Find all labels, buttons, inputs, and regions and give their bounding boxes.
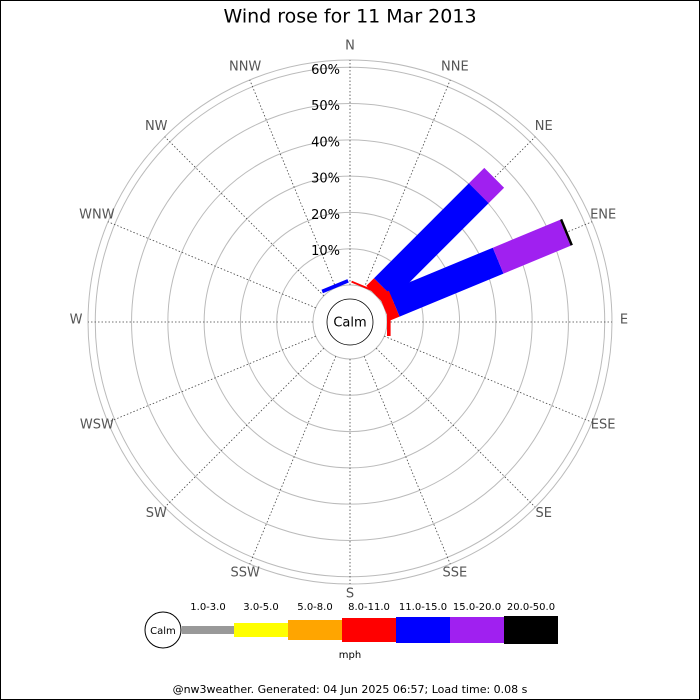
wind-bar bbox=[492, 219, 571, 274]
wind-bar bbox=[321, 279, 349, 294]
grid-ring bbox=[239, 211, 461, 433]
legend-label: 3.0-5.0 bbox=[243, 602, 278, 613]
spoke bbox=[249, 356, 337, 565]
direction-label: ESE bbox=[591, 417, 616, 432]
spoke bbox=[164, 136, 325, 297]
calm-label: Calm bbox=[333, 316, 366, 331]
direction-label: ENE bbox=[590, 208, 616, 223]
direction-label: SW bbox=[146, 506, 167, 521]
direction-label: SSE bbox=[442, 566, 467, 581]
wind-bar bbox=[468, 167, 505, 204]
grid-ring bbox=[167, 139, 533, 505]
legend-swatch bbox=[450, 617, 504, 643]
legend-swatch bbox=[504, 616, 558, 644]
y-tick-label: 30% bbox=[311, 172, 340, 187]
legend-label: 1.0-3.0 bbox=[190, 602, 225, 613]
direction-label: N bbox=[345, 39, 355, 54]
units: mph bbox=[339, 650, 361, 661]
spoke bbox=[363, 79, 451, 288]
y-tick-label: 40% bbox=[311, 135, 340, 150]
direction-label: WSW bbox=[80, 417, 114, 432]
wind-bar bbox=[559, 218, 573, 246]
legend-swatch bbox=[288, 620, 342, 640]
spoke bbox=[107, 335, 316, 423]
legend-label: 20.0-50.0 bbox=[507, 602, 555, 613]
direction-label: S bbox=[346, 587, 354, 602]
direction-label: NNE bbox=[441, 59, 469, 74]
legend-label: 5.0-8.0 bbox=[297, 602, 332, 613]
direction-label: NW bbox=[145, 119, 168, 134]
wind-bar bbox=[378, 290, 400, 321]
spoke bbox=[384, 335, 593, 423]
legend-swatch bbox=[182, 626, 234, 634]
spoke bbox=[363, 356, 451, 565]
plot: N NNE NE ENE E ESE SE SSE S SSW SW WSW W WNW NW NNW 10% 2… bbox=[70, 39, 628, 649]
spoke bbox=[375, 347, 536, 508]
y-tick-label: 20% bbox=[311, 208, 340, 223]
legend-swatch bbox=[342, 618, 396, 642]
y-tick-label: 50% bbox=[311, 99, 340, 114]
direction-label: NE bbox=[535, 119, 553, 134]
legend-swatch bbox=[234, 623, 288, 637]
spoke bbox=[107, 221, 316, 309]
chart-title: Wind rose for 11 Mar 2013 bbox=[223, 6, 476, 28]
legend-label: 15.0-20.0 bbox=[453, 602, 501, 613]
legend-calm bbox=[144, 611, 182, 649]
y-tick-label: 10% bbox=[311, 244, 340, 259]
legend-label: 11.0-15.0 bbox=[399, 602, 447, 613]
calm-circle bbox=[326, 298, 374, 346]
wind-bar bbox=[388, 247, 504, 317]
y-tick-label: 60% bbox=[311, 63, 340, 78]
grid-ring bbox=[131, 103, 569, 541]
spoke bbox=[164, 347, 325, 508]
legend: Calm 1.0-3.0 3.0-5.0 5.0-8.0 8.0-11.0 11.0-15… bbox=[144, 602, 558, 649]
direction-label: NNW bbox=[229, 59, 261, 74]
legend-calm-label: Calm bbox=[150, 626, 176, 637]
wind-bar bbox=[387, 308, 391, 336]
direction-label: E bbox=[620, 313, 628, 328]
spoke bbox=[249, 79, 337, 288]
direction-label: WNW bbox=[79, 208, 115, 223]
direction-label: SE bbox=[536, 506, 552, 521]
legend-label: 8.0-11.0 bbox=[348, 602, 390, 613]
legend-swatch bbox=[396, 617, 450, 643]
wind-bar bbox=[374, 183, 489, 298]
direction-label: SSW bbox=[230, 566, 260, 581]
direction-label: W bbox=[70, 313, 83, 328]
footer: @nw3weather. Generated: 04 Jun 2025 06:5… bbox=[173, 683, 528, 696]
